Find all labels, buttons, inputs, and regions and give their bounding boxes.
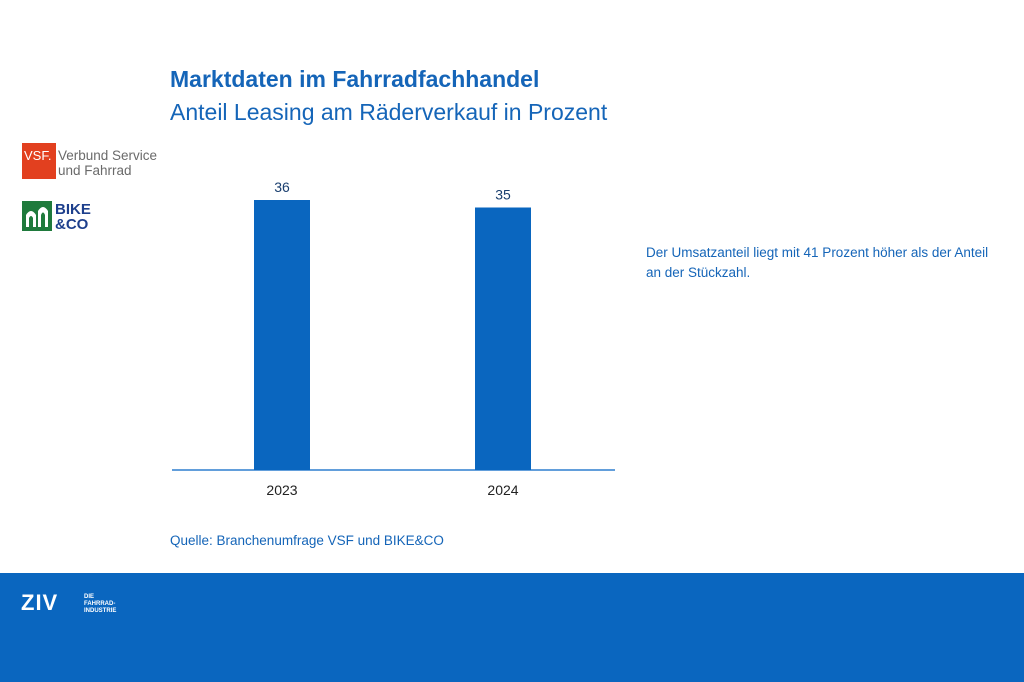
vsf-logo-line1: Verbund Service [58, 148, 158, 163]
x-tick-label-2023: 2023 [266, 482, 297, 498]
bike-co-logo-text: BIKE &CO [55, 202, 91, 232]
bike-co-line1: BIKE [55, 201, 91, 218]
bike-co-logo: BIKE &CO [22, 201, 122, 233]
vsf-logo-line2: und Fahrrad [58, 163, 132, 178]
page-subtitle: Anteil Leasing am Räderverkauf in Prozen… [170, 99, 608, 125]
chart-note: Der Umsatzanteil liegt mit 41 Prozent hö… [646, 245, 989, 280]
data-label-2023: 36 [274, 179, 290, 195]
vsf-logo: VSF. Verbund Service und Fahrrad [22, 143, 162, 179]
ziv-logo-subtitle: DIE FAHRRAD- INDUSTRIE [84, 594, 144, 615]
ziv-sub-line2: FAHRRAD- [84, 601, 116, 607]
ziv-sub-line3: INDUSTRIE [84, 608, 117, 614]
page-title: Marktdaten im Fahrradfachhandel [170, 66, 540, 92]
bar-chart: 36 2023 35 2024 [172, 179, 615, 498]
chart-source: Quelle: Branchenumfrage VSF und BIKE&CO [170, 533, 444, 548]
bar-2024 [475, 207, 531, 470]
bar-2023 [254, 200, 310, 470]
bike-co-line2: &CO [55, 216, 89, 233]
ziv-sub-line1: DIE [84, 594, 95, 600]
vsf-logo-box: VSF. [22, 143, 56, 179]
x-tick-label-2024: 2024 [487, 482, 518, 498]
vsf-logo-text: Verbund Service und Fahrrad [58, 148, 157, 178]
footer-bar [0, 573, 1024, 682]
ziv-logo-text: ZIV [21, 590, 59, 615]
bike-co-emblem-icon [22, 201, 52, 231]
data-label-2024: 35 [495, 187, 511, 203]
